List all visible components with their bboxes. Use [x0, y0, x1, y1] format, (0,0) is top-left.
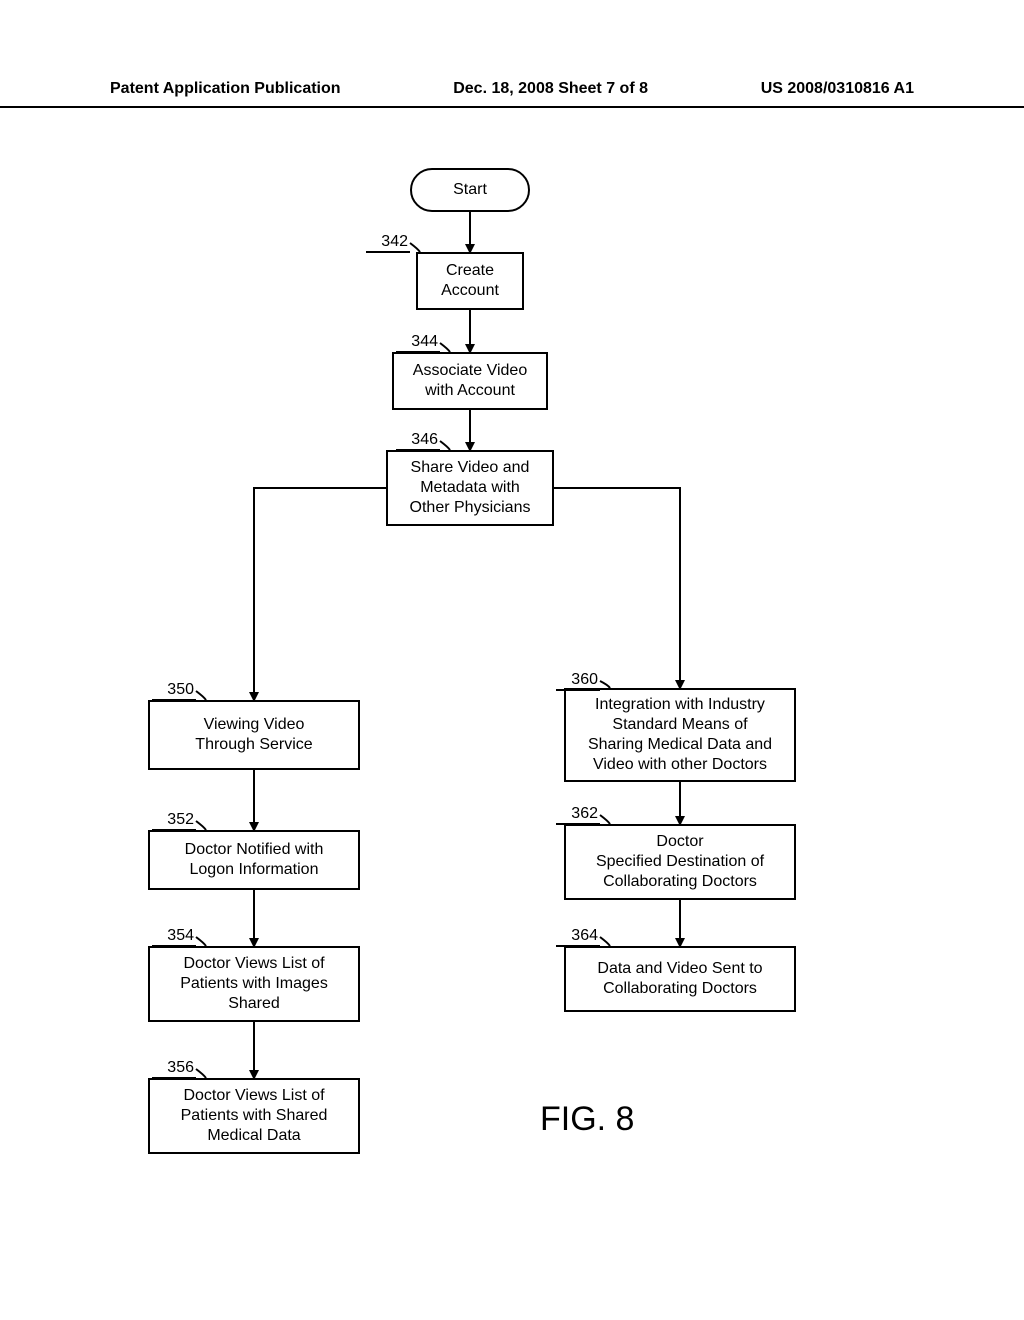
- header-right: US 2008/0310816 A1: [761, 80, 914, 98]
- ref-label-342: 342: [366, 233, 410, 253]
- ref-label-346: 346: [396, 431, 440, 451]
- flowchart-node-n350: Viewing VideoThrough Service: [148, 700, 360, 770]
- flowchart-node-n356: Doctor Views List ofPatients with Shared…: [148, 1078, 360, 1154]
- flowchart-node-start: Start: [410, 168, 530, 212]
- ref-label-350: 350: [152, 681, 196, 701]
- header-center: Dec. 18, 2008 Sheet 7 of 8: [453, 80, 648, 98]
- header-left: Patent Application Publication: [110, 80, 341, 98]
- ref-callout-1: [440, 343, 450, 352]
- ref-label-364: 364: [556, 927, 600, 947]
- edge-n346-n350: [254, 488, 386, 700]
- ref-label-344: 344: [396, 333, 440, 353]
- ref-callout-8: [600, 815, 610, 824]
- ref-callout-2: [440, 441, 450, 450]
- ref-callout-3: [196, 691, 206, 700]
- ref-callout-5: [196, 937, 206, 946]
- flowchart-node-n362: DoctorSpecified Destination ofCollaborat…: [564, 824, 796, 900]
- ref-label-354: 354: [152, 927, 196, 947]
- flowchart-node-n344: Associate Videowith Account: [392, 352, 548, 410]
- flowchart-node-n352: Doctor Notified withLogon Information: [148, 830, 360, 890]
- figure-label: FIG. 8: [540, 1100, 634, 1139]
- flowchart-node-n364: Data and Video Sent toCollaborating Doct…: [564, 946, 796, 1012]
- ref-callout-0: [410, 243, 420, 252]
- ref-callout-7: [600, 681, 610, 688]
- ref-label-362: 362: [556, 805, 600, 825]
- flowchart-node-n342: CreateAccount: [416, 252, 524, 310]
- edge-n346-n360: [554, 488, 680, 688]
- ref-label-352: 352: [152, 811, 196, 831]
- ref-callout-9: [600, 937, 610, 946]
- ref-label-360: 360: [556, 671, 600, 691]
- page-header: Patent Application Publication Dec. 18, …: [0, 80, 1024, 108]
- ref-callout-4: [196, 821, 206, 830]
- ref-label-356: 356: [152, 1059, 196, 1079]
- ref-callout-6: [196, 1069, 206, 1078]
- flowchart-node-n360: Integration with IndustryStandard Means …: [564, 688, 796, 782]
- flowchart-node-n354: Doctor Views List ofPatients with Images…: [148, 946, 360, 1022]
- flowchart-node-n346: Share Video andMetadata withOther Physic…: [386, 450, 554, 526]
